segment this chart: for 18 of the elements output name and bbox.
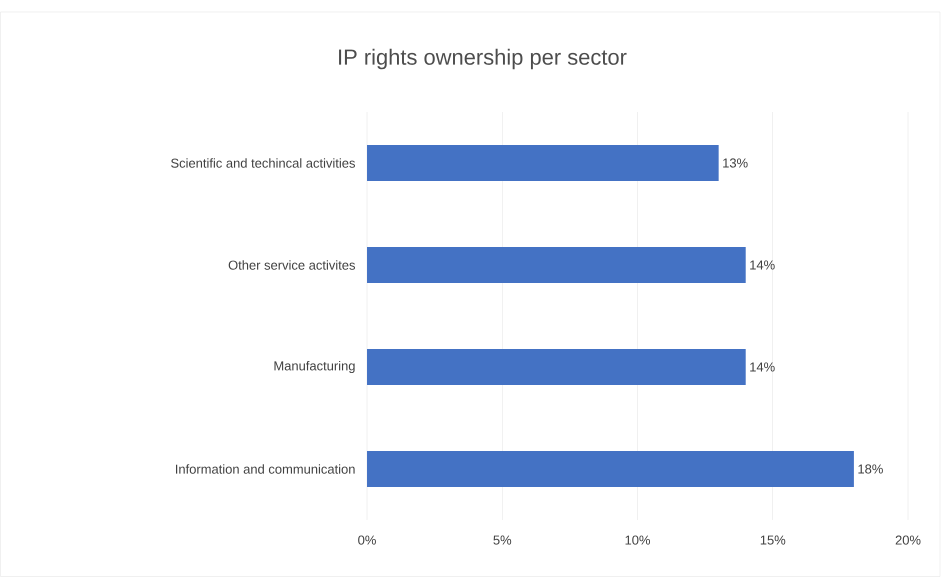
x-tick-label: 5% [493, 536, 512, 545]
x-tick-label: 15% [760, 536, 786, 545]
chart-title: IP rights ownership per sector [339, 48, 627, 70]
bar [367, 144, 719, 181]
data-label: 13% [723, 158, 748, 168]
bar [367, 246, 746, 283]
data-label: 14% [750, 260, 775, 270]
data-label: 14% [750, 362, 775, 372]
y-tick-label: Other service activites [228, 260, 356, 270]
x-tick-label: 20% [896, 536, 921, 545]
bar [367, 450, 854, 487]
data-label: 18% [858, 464, 883, 474]
x-tick-label: 0% [358, 536, 376, 545]
y-tick-label: Information and communication [176, 464, 355, 474]
x-tick-label: 10% [626, 536, 650, 545]
y-tick-label: Manufacturing [274, 360, 355, 374]
bar [367, 348, 746, 385]
y-tick-label: Scientific and techincal activities [171, 158, 355, 168]
